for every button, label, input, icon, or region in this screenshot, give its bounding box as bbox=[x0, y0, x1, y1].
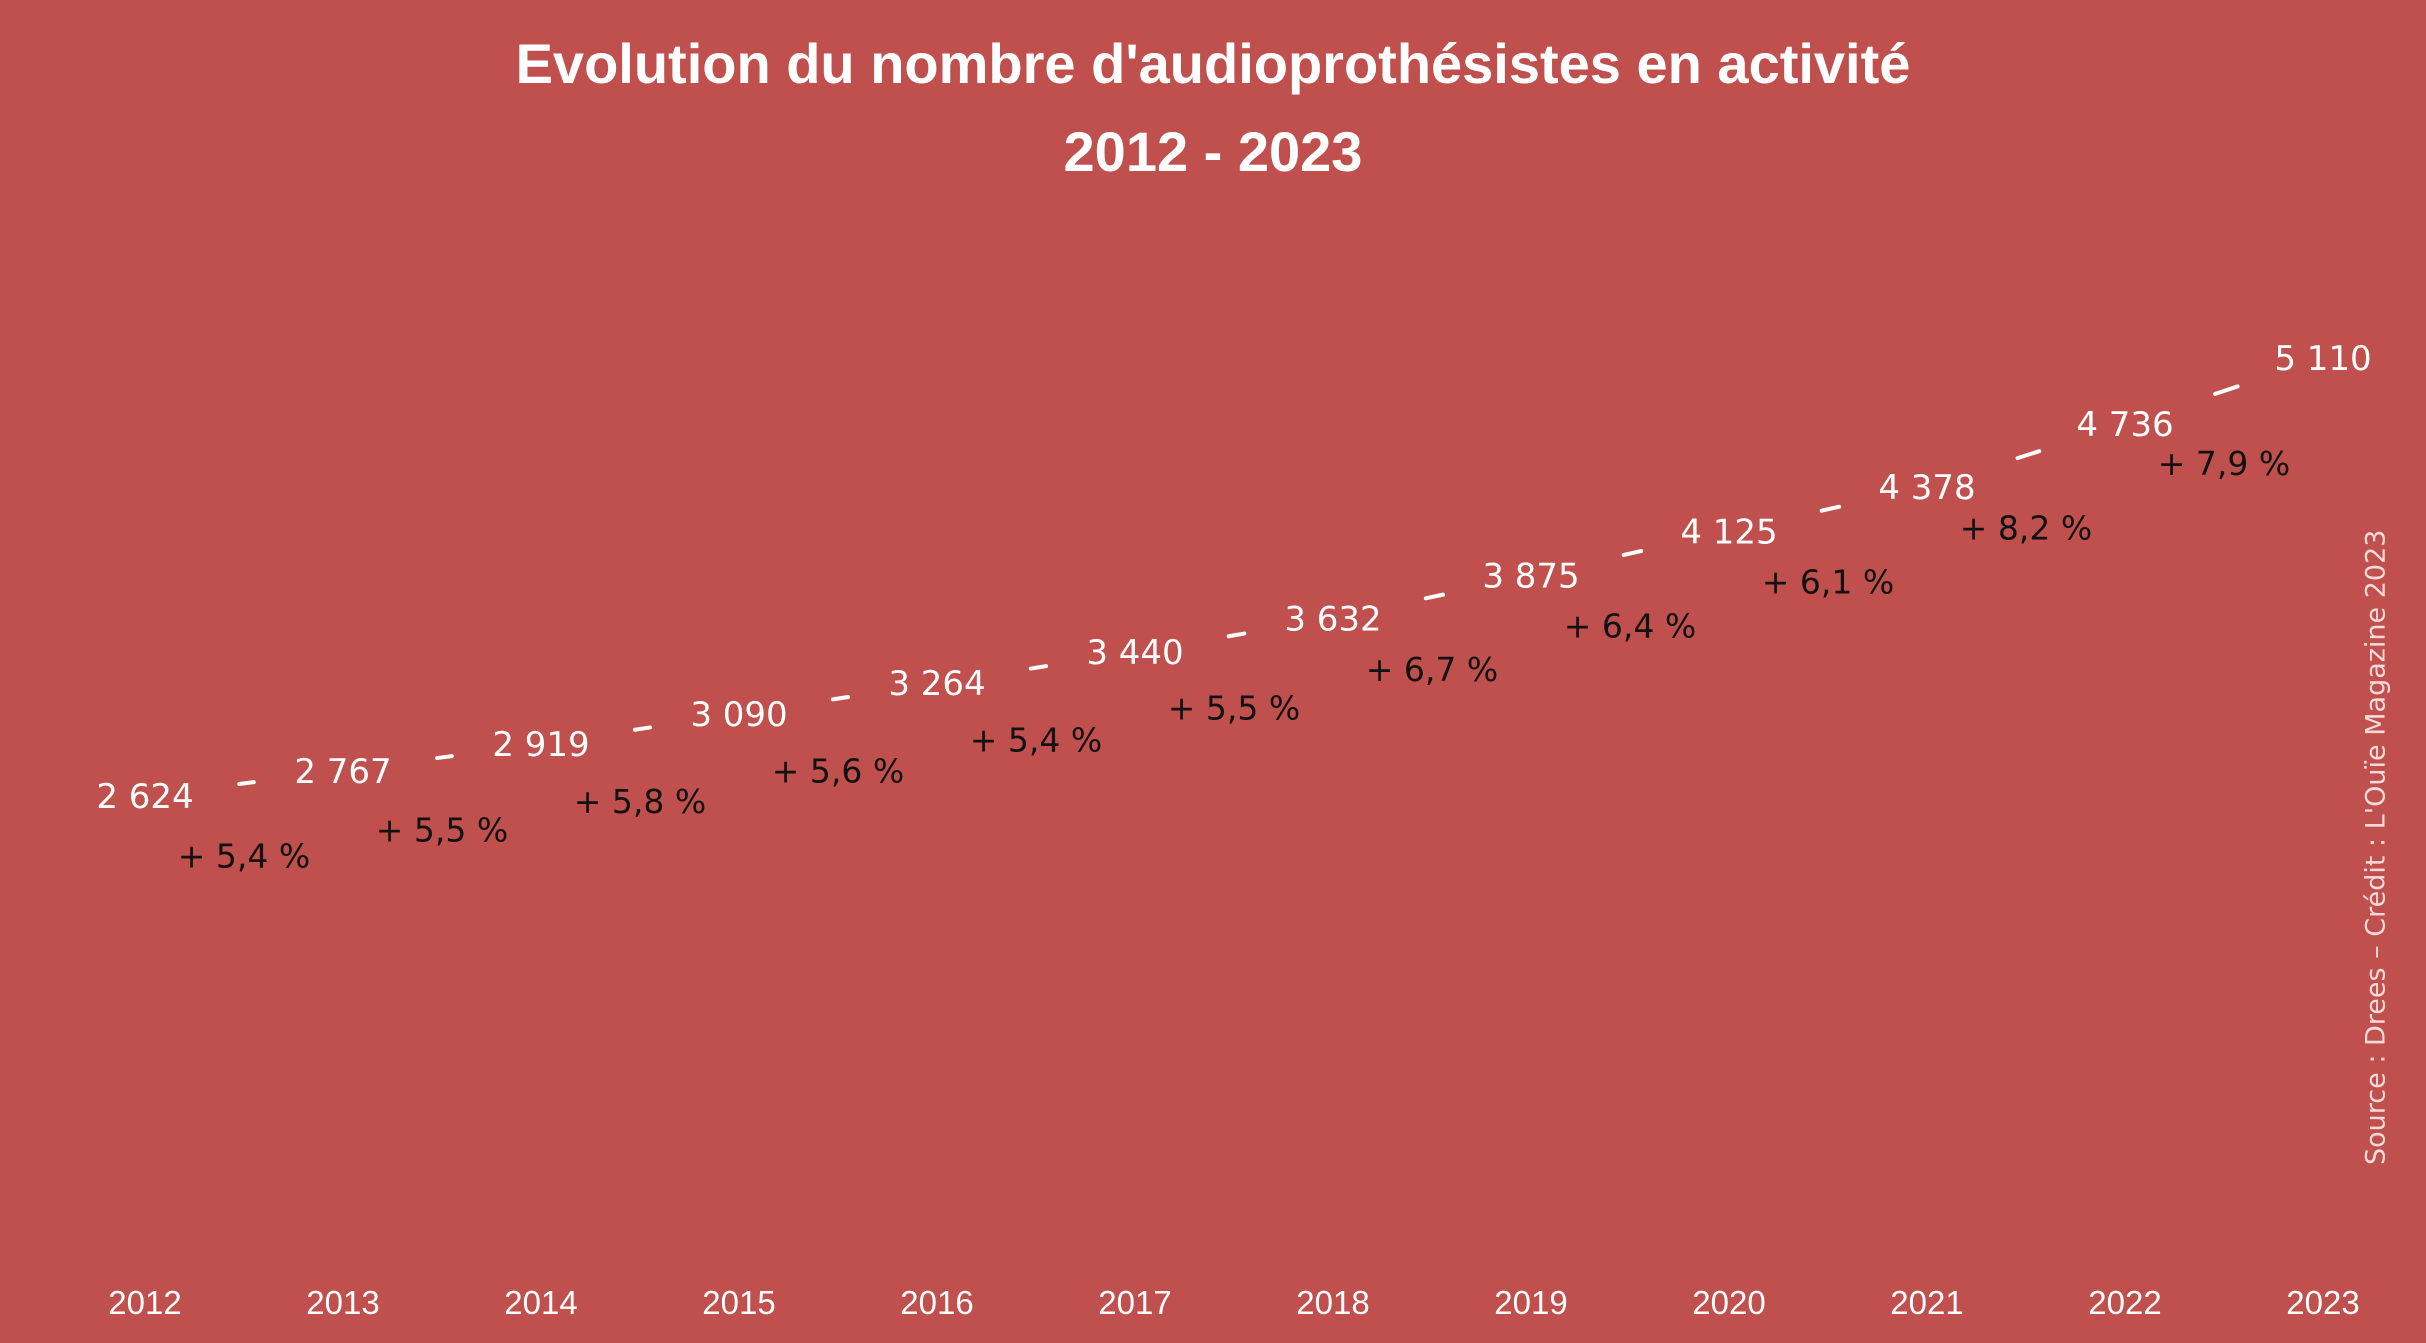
source-credit: Source : Drees – Crédit : L'Ouïe Magazin… bbox=[2360, 529, 2392, 1165]
data-label: 3 440 bbox=[1086, 633, 1183, 673]
x-tick-label: 2014 bbox=[504, 1284, 577, 1321]
x-axis-tick-labels: 2012 2013 2014 2015 2016 2017 2018 2019 2020 2021… bbox=[108, 1284, 2359, 1321]
x-tick-label: 2017 bbox=[1098, 1284, 1171, 1321]
data-label: 3 090 bbox=[690, 695, 787, 735]
x-tick-label: 2021 bbox=[1890, 1284, 1963, 1321]
series-line-segment bbox=[1621, 549, 1644, 557]
series-line-segment bbox=[1819, 504, 1842, 513]
x-tick-label: 2020 bbox=[1692, 1284, 1765, 1321]
data-label: 2 767 bbox=[294, 752, 391, 792]
growth-label: + 6,1 % bbox=[1762, 562, 1894, 601]
data-label: 5 110 bbox=[2274, 339, 2371, 379]
growth-label: + 5,5 % bbox=[376, 810, 508, 849]
growth-label: + 5,4 % bbox=[970, 721, 1102, 760]
chart-title: Evolution du nombre d'audioprothésistes … bbox=[0, 20, 2426, 196]
growth-label: + 5,6 % bbox=[772, 752, 904, 791]
growth-label: + 7,9 % bbox=[2158, 444, 2290, 483]
data-label: 2 624 bbox=[96, 777, 193, 817]
chart-title-line2: 2012 - 2023 bbox=[1063, 120, 1363, 183]
series-line-segment bbox=[237, 780, 256, 787]
series-line-segment bbox=[1423, 592, 1446, 601]
x-tick-label: 2019 bbox=[1494, 1284, 1567, 1321]
series-line bbox=[237, 384, 2240, 787]
series-line-segment bbox=[1226, 631, 1247, 639]
growth-labels: + 5,4 % + 5,5 % + 5,8 % + 5,6 % + 5,4 % + 5,5… bbox=[178, 444, 2290, 875]
series-line-segment bbox=[1028, 664, 1049, 671]
stem-lines bbox=[144, 382, 2324, 1245]
data-label: 3 875 bbox=[1482, 557, 1579, 597]
data-label: 3 632 bbox=[1284, 599, 1381, 639]
x-tick-label: 2023 bbox=[2286, 1284, 2359, 1321]
chart-title-line1: Evolution du nombre d'audioprothésistes … bbox=[515, 32, 1911, 95]
x-tick-label: 2016 bbox=[900, 1284, 973, 1321]
growth-label: + 6,7 % bbox=[1366, 650, 1498, 689]
x-tick-label: 2022 bbox=[2088, 1284, 2161, 1321]
data-label: 4 736 bbox=[2076, 405, 2173, 445]
x-tick-label: 2013 bbox=[306, 1284, 379, 1321]
value-labels: 2 624 2 767 2 919 3 090 3 264 3 440 3 632 3 875… bbox=[96, 339, 2371, 817]
growth-label: + 5,5 % bbox=[1168, 688, 1300, 727]
growth-label: + 6,4 % bbox=[1564, 607, 1696, 646]
growth-label: + 8,2 % bbox=[1960, 508, 2092, 547]
x-tick-label: 2012 bbox=[108, 1284, 181, 1321]
series-line-segment bbox=[435, 754, 454, 761]
growth-label: + 5,8 % bbox=[574, 782, 706, 821]
series-line-segment bbox=[2213, 384, 2240, 396]
series-line-segment bbox=[632, 725, 653, 732]
data-label: 3 264 bbox=[888, 664, 985, 704]
series-line-segment bbox=[2015, 449, 2042, 461]
series-line-segment bbox=[830, 695, 851, 702]
growth-label: + 5,4 % bbox=[178, 836, 310, 875]
data-label: 2 919 bbox=[492, 725, 589, 765]
x-tick-label: 2015 bbox=[702, 1284, 775, 1321]
x-tick-label: 2018 bbox=[1296, 1284, 1369, 1321]
data-label: 4 125 bbox=[1680, 513, 1777, 553]
data-label: 4 378 bbox=[1878, 468, 1975, 508]
